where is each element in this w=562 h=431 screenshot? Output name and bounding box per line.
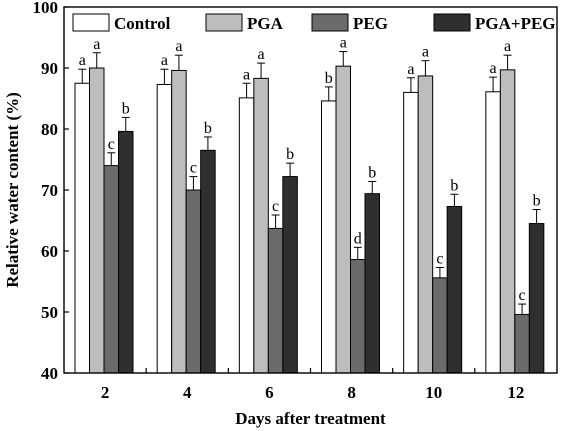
bar-pga-peg-day-4 bbox=[200, 149, 216, 374]
x-tick-label: 12 bbox=[507, 383, 524, 402]
significance-label: a bbox=[243, 66, 250, 83]
significance-label: a bbox=[161, 52, 168, 69]
significance-label: a bbox=[340, 35, 347, 52]
x-tick-label: 2 bbox=[101, 383, 110, 402]
significance-label: a bbox=[407, 61, 414, 78]
significance-label: b bbox=[533, 193, 541, 210]
y-tick-label: 90 bbox=[41, 59, 58, 78]
bar-pga-day-10 bbox=[417, 75, 434, 374]
bar-pga-peg-day-6 bbox=[282, 176, 298, 374]
bar-peg-day-6 bbox=[267, 227, 284, 374]
bar-pga-peg-day-8 bbox=[364, 193, 380, 374]
bar-control-day-8 bbox=[321, 100, 337, 374]
bar-control-day-10 bbox=[403, 91, 419, 374]
significance-label: a bbox=[504, 38, 511, 55]
bar-pga-peg-day-12 bbox=[528, 223, 545, 374]
significance-label: a bbox=[175, 38, 182, 55]
x-tick-label: 10 bbox=[425, 383, 442, 402]
legend-label: PGA bbox=[247, 14, 284, 33]
y-tick-label: 80 bbox=[41, 120, 58, 139]
axis-ticks-layer: 40 50 60 70 80 90 100 2 4 6 8 10 12 bbox=[33, 0, 525, 402]
bar-pga-day-4 bbox=[171, 69, 187, 374]
significance-label: b bbox=[286, 146, 294, 163]
bar-pga-day-8 bbox=[335, 65, 351, 374]
bar-pga-day-12 bbox=[499, 69, 516, 374]
bar-control-day-2 bbox=[74, 82, 90, 374]
legend: Control PGA PEG PGA+PEG bbox=[72, 13, 556, 33]
y-tick-label: 60 bbox=[41, 242, 58, 261]
bar-pga-peg-day-10 bbox=[446, 205, 463, 374]
legend-label: Control bbox=[114, 14, 171, 33]
significance-label: b bbox=[122, 100, 130, 117]
error-bars-layer bbox=[78, 51, 541, 315]
significance-label: c bbox=[190, 160, 197, 177]
legend-swatch bbox=[205, 13, 243, 32]
bar-pga-day-6 bbox=[253, 77, 269, 374]
significance-label: a bbox=[79, 52, 86, 69]
legend-swatch bbox=[433, 13, 471, 32]
bar-pga-day-2 bbox=[89, 67, 105, 374]
legend-label: PGA+PEG bbox=[475, 14, 556, 33]
x-tick-label: 4 bbox=[183, 383, 192, 402]
significance-label: a bbox=[93, 36, 100, 53]
significance-label: b bbox=[325, 70, 333, 87]
significance-label: b bbox=[204, 120, 212, 137]
significance-label: c bbox=[519, 287, 526, 304]
y-tick-label: 50 bbox=[41, 303, 58, 322]
bar-control-day-6 bbox=[238, 97, 255, 374]
bar-control-day-4 bbox=[156, 83, 173, 374]
bars-layer bbox=[74, 65, 545, 374]
y-tick-label: 70 bbox=[41, 181, 58, 200]
significance-label: a bbox=[490, 60, 497, 77]
bar-pga-peg-day-2 bbox=[118, 130, 134, 374]
legend-swatch bbox=[311, 13, 349, 32]
bar-peg-day-10 bbox=[432, 277, 448, 374]
x-axis-title: Days after treatment bbox=[235, 409, 386, 428]
legend-label: PEG bbox=[353, 14, 388, 33]
significance-label: d bbox=[354, 230, 362, 247]
bar-control-day-12 bbox=[485, 91, 501, 374]
significance-label: c bbox=[436, 250, 443, 267]
x-tick-label: 6 bbox=[265, 383, 274, 402]
bar-peg-day-12 bbox=[514, 313, 530, 374]
legend-swatch bbox=[72, 13, 110, 32]
significance-label: c bbox=[272, 198, 279, 215]
significance-label: b bbox=[450, 177, 458, 194]
y-tick-label: 40 bbox=[41, 364, 58, 383]
significance-label: a bbox=[422, 44, 429, 61]
x-tick-label: 8 bbox=[347, 383, 356, 402]
significance-label: b bbox=[368, 164, 376, 181]
y-tick-label: 100 bbox=[33, 0, 59, 17]
y-axis-title: Relative water content (%) bbox=[3, 92, 22, 288]
significance-label: a bbox=[258, 46, 265, 63]
bar-peg-day-2 bbox=[103, 165, 119, 374]
plot-frame bbox=[63, 6, 558, 374]
bar-peg-day-4 bbox=[185, 189, 202, 374]
significance-label: c bbox=[108, 136, 115, 153]
bar-peg-day-8 bbox=[350, 259, 366, 374]
